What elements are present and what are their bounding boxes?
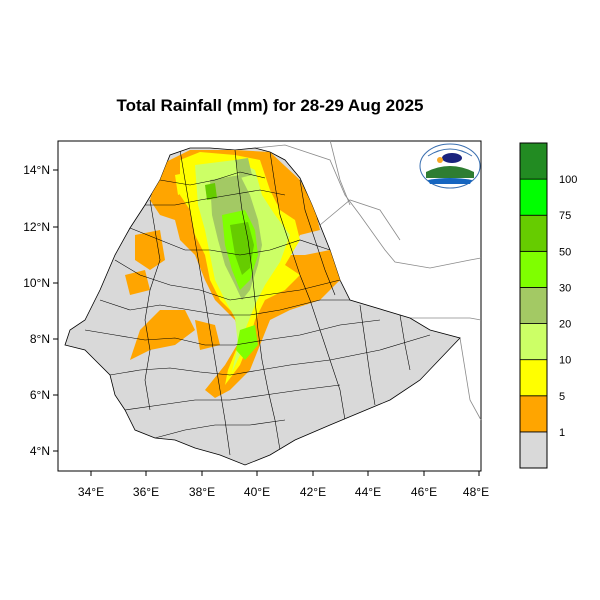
colorbar-swatch: [519, 431, 548, 469]
x-tick-label: 46°E: [411, 485, 437, 499]
colorbar-label: 10: [559, 355, 571, 367]
colorbar-swatch: [519, 287, 548, 324]
colorbar-label: 100: [559, 174, 577, 186]
colorbar-swatch: [519, 214, 548, 252]
y-tick-label: 6°N: [30, 388, 50, 402]
y-tick-label: 10°N: [23, 276, 50, 290]
colorbar-swatch: [519, 323, 548, 361]
x-tick-label: 42°E: [300, 485, 326, 499]
x-axis: 34°E 36°E 38°E 40°E 42°E 44°E 46°E 48°E: [78, 471, 489, 499]
ethiopian-meteorology-institute-logo: [419, 143, 481, 189]
colorbar-swatch: [519, 142, 548, 180]
x-tick-label: 38°E: [189, 485, 215, 499]
y-tick-label: 12°N: [23, 220, 50, 234]
map-title: Total Rainfall (mm) for 28-29 Aug 2025: [116, 96, 424, 115]
neighbor-borders: [254, 139, 482, 421]
colorbar-swatch: [519, 359, 548, 397]
admin-borders: [84, 149, 431, 456]
x-tick-label: 48°E: [463, 485, 489, 499]
y-tick-label: 14°N: [23, 163, 50, 177]
colorbar-label: 30: [559, 282, 571, 294]
y-axis: 14°N 12°N 10°N 8°N 6°N 4°N: [23, 163, 58, 458]
colorbar-label: 20: [559, 319, 571, 331]
colorbar-frame: [519, 142, 548, 469]
x-tick-label: 44°E: [355, 485, 381, 499]
colorbar-label: 50: [559, 246, 571, 258]
x-tick-label: 40°E: [244, 485, 270, 499]
rainfall-shading: [125, 150, 345, 398]
colorbar-swatch: [519, 178, 548, 216]
y-tick-label: 4°N: [30, 444, 50, 458]
colorbar: 1 5 10 20 30 50 75 100: [519, 142, 577, 469]
x-tick-label: 34°E: [78, 485, 104, 499]
x-tick-label: 36°E: [133, 485, 159, 499]
colorbar-swatch: [519, 395, 548, 433]
colorbar-label: 1: [559, 427, 565, 439]
colorbar-label: 75: [559, 210, 571, 222]
y-tick-label: 8°N: [30, 332, 50, 346]
colorbar-swatch: [519, 250, 548, 288]
colorbar-label: 5: [559, 391, 565, 403]
